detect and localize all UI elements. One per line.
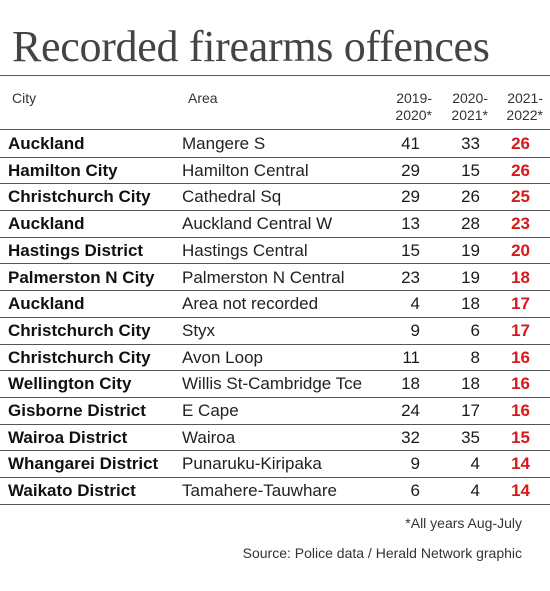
value-2021-2022-cell: 25 — [511, 187, 530, 207]
header-area: Area — [188, 90, 218, 106]
header-year-2021-2022-line2: 2022* — [506, 107, 543, 123]
table-row: Wairoa District Wairoa 32 35 15 — [0, 425, 550, 452]
area-cell: Tamahere-Tauwhare — [182, 481, 337, 501]
area-cell: Wairoa — [182, 427, 236, 447]
table-row: Wellington City Willis St-Cambridge Tce 18… — [0, 371, 550, 398]
area-cell: Mangere S — [182, 134, 266, 153]
value-2019-2020-cell: 13 — [401, 214, 420, 234]
table-row: Whangarei District Punaruku-Kiripaka 9 4 14 — [0, 451, 550, 479]
value-2019-2020-cell: 9 — [410, 320, 420, 340]
value-2020-2021-cell: 4 — [470, 454, 480, 474]
table-row: Christchurch City Cathedral Sq 29 26 25 — [0, 184, 550, 212]
city-cell: Auckland — [8, 294, 85, 314]
value-2021-2022-cell: 17 — [511, 294, 530, 314]
city-cell: Auckland — [8, 214, 85, 234]
table-row: Hamilton City Hamilton Central 29 15 26 — [0, 158, 550, 185]
table-row: Palmerston N City Palmerston N Central 23 1… — [0, 265, 550, 292]
city-cell: Whangarei District — [8, 454, 159, 474]
area-cell: Palmerston N Central — [182, 267, 345, 287]
city-cell: Palmerston N City — [8, 267, 155, 287]
table-row: Auckland Mangere S 41 33 26 — [0, 131, 550, 158]
city-cell: Waikato District — [8, 481, 136, 501]
area-cell: Punaruku-Kiripaka — [182, 454, 322, 474]
value-2021-2022-cell: 23 — [511, 214, 530, 234]
value-2021-2022-cell: 17 — [511, 320, 530, 340]
value-2021-2022-cell: 16 — [511, 401, 530, 420]
value-2019-2020-cell: 32 — [401, 427, 420, 447]
area-cell: Hamilton Central — [182, 160, 309, 180]
city-cell: Christchurch City — [8, 320, 151, 340]
header-rule — [0, 129, 550, 130]
area-cell: E Cape — [182, 401, 239, 420]
area-cell: Willis St-Cambridge Tce — [182, 374, 363, 394]
area-cell: Hastings Central — [182, 240, 308, 260]
value-2019-2020-cell: 24 — [401, 401, 420, 420]
value-2021-2022-cell: 20 — [511, 240, 530, 260]
value-2020-2021-cell: 4 — [470, 481, 480, 501]
value-2020-2021-cell: 18 — [461, 294, 480, 314]
value-2020-2021-cell: 26 — [461, 187, 480, 207]
value-2019-2020-cell: 18 — [401, 374, 420, 394]
header-year-2019-2020-line1: 2019- — [396, 90, 432, 106]
value-2021-2022-cell: 18 — [511, 267, 530, 287]
area-cell: Styx — [182, 320, 216, 340]
value-2019-2020-cell: 9 — [410, 454, 420, 474]
value-2020-2021-cell: 17 — [461, 401, 480, 420]
value-2020-2021-cell: 28 — [461, 214, 480, 234]
city-cell: Christchurch City — [8, 187, 151, 207]
header-year-2019-2020-line2: 2020* — [395, 107, 432, 123]
value-2021-2022-cell: 14 — [511, 481, 530, 501]
chart-title: Recorded firearms offences — [12, 22, 490, 71]
table-row: Hastings District Hastings Central 15 19 20 — [0, 238, 550, 265]
value-2021-2022-cell: 26 — [511, 134, 530, 153]
value-2020-2021-cell: 15 — [461, 160, 480, 180]
source-credit: Source: Police data / Herald Network gra… — [242, 545, 522, 561]
header-city: City — [12, 90, 37, 106]
footnote: *All years Aug-July — [405, 515, 522, 531]
city-cell: Wairoa District — [8, 427, 128, 447]
title-rule — [0, 75, 550, 76]
value-2020-2021-cell: 35 — [461, 427, 480, 447]
value-2019-2020-cell: 29 — [401, 160, 420, 180]
table-row: Christchurch City Avon Loop 11 8 16 — [0, 345, 550, 372]
table-row: Auckland Area not recorded 4 18 17 — [0, 291, 550, 318]
value-2021-2022-cell: 14 — [511, 454, 530, 474]
value-2019-2020-cell: 4 — [410, 294, 420, 314]
value-2020-2021-cell: 33 — [461, 134, 480, 153]
value-2020-2021-cell: 19 — [461, 267, 480, 287]
value-2019-2020-cell: 15 — [401, 240, 420, 260]
table-row: Waikato District Tamahere-Tauwhare 6 4 14 — [0, 478, 550, 505]
city-cell: Auckland — [8, 134, 85, 153]
value-2020-2021-cell: 18 — [461, 374, 480, 394]
value-2021-2022-cell: 26 — [511, 160, 530, 180]
value-2021-2022-cell: 15 — [511, 427, 530, 447]
value-2021-2022-cell: 16 — [511, 374, 530, 394]
value-2019-2020-cell: 29 — [401, 187, 420, 207]
header-year-2020-2021-line1: 2020- — [452, 90, 488, 106]
city-cell: Gisborne District — [8, 401, 146, 420]
table-row: Gisborne District E Cape 24 17 16 — [0, 398, 550, 425]
value-2019-2020-cell: 11 — [402, 347, 420, 367]
city-cell: Christchurch City — [8, 347, 151, 367]
city-cell: Hastings District — [8, 240, 144, 260]
city-cell: Hamilton City — [8, 160, 118, 180]
city-cell: Wellington City — [8, 374, 132, 394]
header-year-2020-2021-line2: 2021* — [451, 107, 488, 123]
value-2020-2021-cell: 8 — [470, 347, 480, 367]
area-cell: Cathedral Sq — [182, 187, 282, 207]
table-row: Auckland Auckland Central W 13 28 23 — [0, 211, 550, 238]
area-cell: Avon Loop — [182, 347, 263, 367]
table-row: Christchurch City Styx 9 6 17 — [0, 318, 550, 345]
value-2019-2020-cell: 23 — [401, 267, 420, 287]
value-2019-2020-cell: 41 — [401, 134, 420, 153]
area-cell: Area not recorded — [182, 294, 319, 314]
value-2019-2020-cell: 6 — [410, 481, 420, 501]
value-2021-2022-cell: 16 — [511, 347, 530, 367]
area-cell: Auckland Central W — [182, 214, 333, 234]
value-2020-2021-cell: 6 — [470, 320, 480, 340]
value-2020-2021-cell: 19 — [461, 240, 480, 260]
header-year-2021-2022-line1: 2021- — [507, 90, 543, 106]
